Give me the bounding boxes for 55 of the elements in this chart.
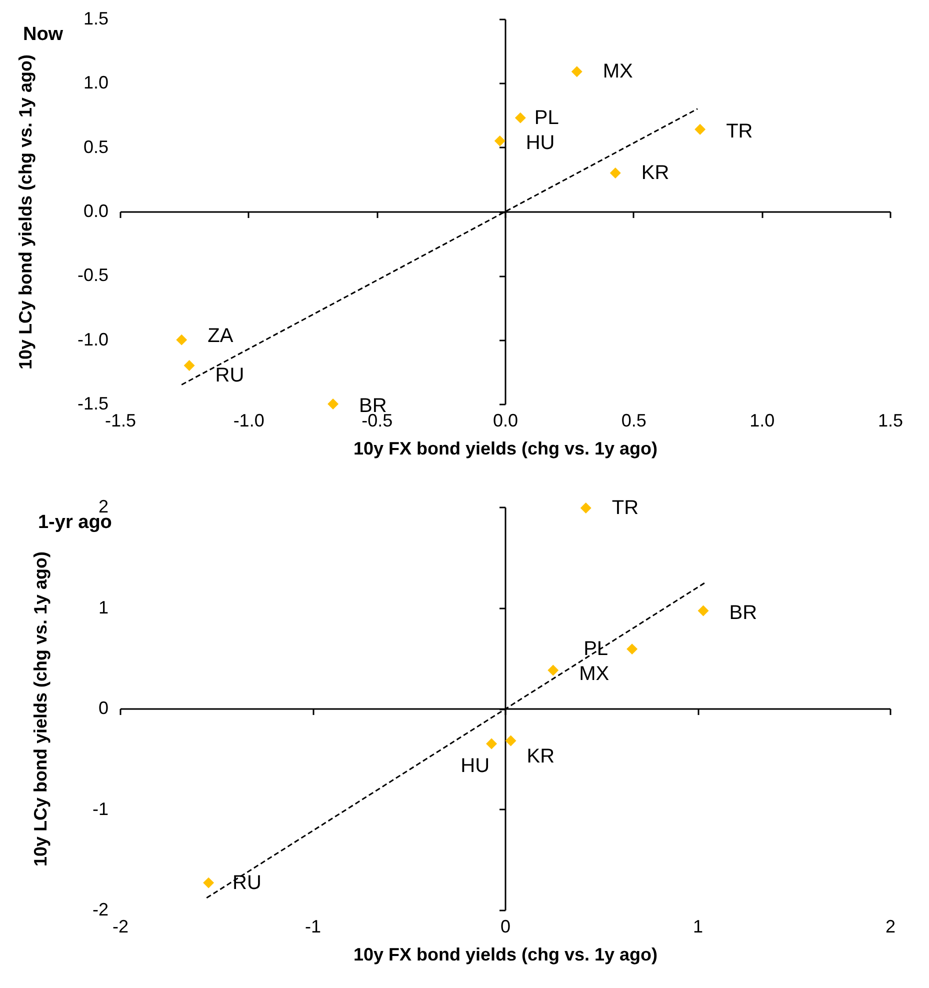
x-axis-title: 10y FX bond yields (chg vs. 1y ago) <box>353 438 658 458</box>
annotation: MX <box>602 60 633 83</box>
annotation: PL <box>534 106 559 129</box>
y-tick-label: -0.5 <box>77 265 108 286</box>
annotation: HU <box>526 132 555 154</box>
x-axis-title: 10y FX bond yields (chg vs. 1y ago) <box>353 944 658 964</box>
annotation: RU <box>232 872 262 894</box>
y-tick-label: 1 <box>98 597 108 618</box>
y-tick-label: -1.5 <box>77 394 108 414</box>
x-tick-label: -1.0 <box>233 410 264 430</box>
y-tick-label: 0.5 <box>83 136 108 157</box>
annotation: MX <box>579 663 610 686</box>
point <box>571 66 582 78</box>
x-tick-label: 1 <box>692 916 704 936</box>
annotation: TR <box>612 497 639 520</box>
y-tick-label: 1.5 <box>83 8 108 28</box>
point <box>176 334 188 346</box>
x-tick-label: -2 <box>112 916 129 936</box>
annotation: TR <box>726 120 753 142</box>
point <box>505 735 516 746</box>
point <box>486 738 497 750</box>
y-tick-label: -2 <box>92 900 108 920</box>
point <box>203 877 214 888</box>
y-axis-title: 10y LCy bond yields (chg vs. 1y ago) <box>30 551 50 867</box>
point <box>626 644 638 655</box>
y-tick-label: -1.0 <box>77 329 108 350</box>
y-tick-label: 0.0 <box>83 201 108 221</box>
point <box>548 664 559 676</box>
x-tick-label: 0.5 <box>621 410 646 430</box>
annotation: RU <box>215 364 244 386</box>
point <box>610 168 621 178</box>
x-tick-label: 0.0 <box>492 410 518 430</box>
x-tick-label: 0 <box>500 916 511 936</box>
annotation: BR <box>729 602 758 624</box>
chart-title: Now <box>22 24 64 45</box>
point <box>694 124 706 135</box>
y-axis-title: 10y LCy bond yields (chg vs. 1y ago) <box>15 54 36 370</box>
annotation: ZA <box>208 324 234 347</box>
y-tick-label: 1.0 <box>83 72 108 93</box>
annotation: PL <box>584 638 608 660</box>
point <box>494 135 506 146</box>
x-tick-label: 1.5 <box>878 410 904 430</box>
y-tick-label: -1 <box>92 798 108 819</box>
point <box>698 605 709 616</box>
annotation: HU <box>460 754 490 777</box>
y-tick-label: 0 <box>98 698 108 718</box>
point <box>184 360 195 371</box>
point <box>514 112 526 124</box>
x-tick-label: 2 <box>885 916 896 936</box>
annotation: KR <box>526 746 555 768</box>
annotation: KR <box>641 162 670 184</box>
x-tick-label: 1.0 <box>750 410 775 430</box>
point <box>328 398 339 410</box>
x-tick-label: -1 <box>304 916 322 936</box>
point <box>580 502 592 514</box>
